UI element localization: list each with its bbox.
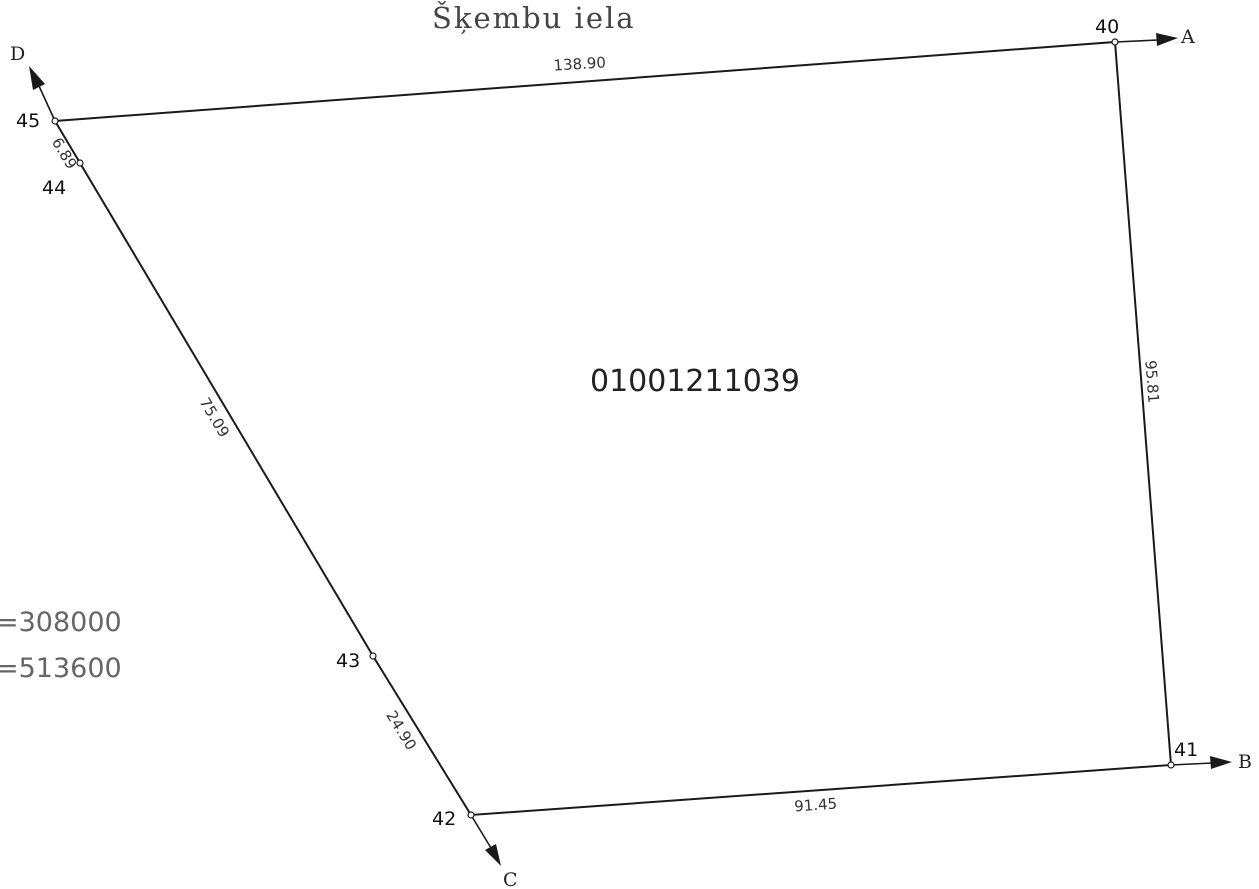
arrow-c-icon [485, 844, 501, 866]
vertex-41 [1167, 761, 1175, 769]
dimension-40-45: 138.90 [553, 53, 607, 74]
point-label-44: 44 [42, 177, 66, 199]
vertex-42 [467, 811, 475, 819]
direction-line-c [470, 814, 492, 849]
point-label-43: 43 [336, 650, 360, 672]
direction-line-a [1114, 39, 1159, 43]
arrow-a-icon [1156, 33, 1178, 46]
direction-label-a: A [1180, 26, 1195, 48]
coordinate-line-2: =513600 [0, 653, 122, 684]
street-name: Šķembu iela [432, 0, 636, 35]
coordinate-line-1: =308000 [0, 607, 122, 638]
arrow-d-icon [29, 66, 45, 90]
point-label-40: 40 [1095, 16, 1119, 38]
parcel-id: 01001211039 [590, 364, 800, 399]
vertex-40 [1111, 38, 1119, 46]
point-label-41: 41 [1174, 739, 1198, 761]
direction-label-d: D [10, 43, 25, 65]
direction-label-b: B [1238, 751, 1252, 773]
dimension-42-43: 24.90 [382, 707, 420, 753]
dimension-41-42: 91.45 [794, 795, 838, 816]
point-label-42: 42 [432, 808, 456, 830]
vertex-43 [369, 652, 377, 660]
direction-label-c: C [503, 869, 518, 889]
arrow-b-icon [1210, 756, 1232, 769]
vertex-44 [76, 159, 84, 167]
direction-line-d [38, 85, 56, 122]
dimension-40-41: 95.81 [1141, 360, 1162, 404]
direction-line-b [1170, 762, 1213, 766]
point-label-45: 45 [16, 110, 40, 132]
vertex-45 [51, 117, 59, 125]
dimension-43-44: 75.09 [196, 394, 233, 440]
dimension-44-45: 6.89 [48, 134, 81, 172]
